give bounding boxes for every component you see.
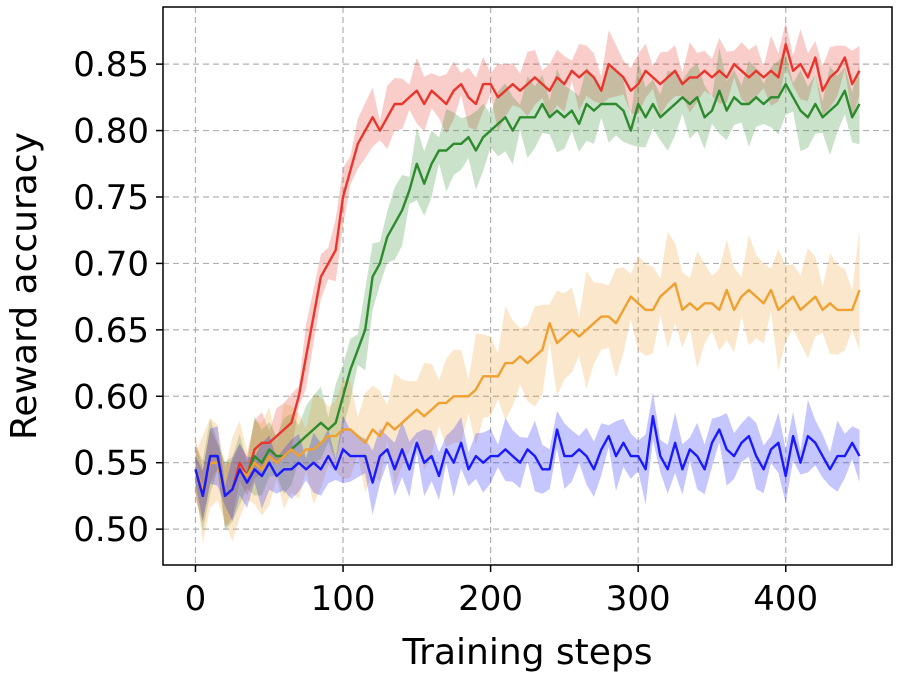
series-band: [195, 229, 860, 543]
series-band: [195, 21, 860, 528]
x-axis-label: Training steps: [401, 632, 652, 673]
y-tick-label: 0.60: [73, 377, 149, 417]
plot-frame: [162, 6, 893, 566]
y-tick-label: 0.80: [73, 112, 149, 152]
x-tick-label: 100: [311, 579, 376, 619]
y-tick-label: 0.75: [73, 178, 149, 218]
y-axis-ticks: 0.50 0.55 0.60 0.65 0.70 0.75 0.80 0.85: [73, 45, 163, 550]
series-band: [195, 392, 860, 521]
y-tick-label: 0.70: [73, 244, 149, 284]
y-tick-label: 0.85: [73, 45, 149, 85]
series-line: [194, 282, 861, 498]
y-axis-label: Reward accuracy: [4, 132, 45, 440]
x-tick-label: 0: [185, 579, 207, 619]
x-tick-label: 400: [753, 579, 818, 619]
series-line: [194, 82, 861, 498]
y-tick-label: 0.50: [73, 510, 149, 550]
x-axis-ticks: 0 100 200 300 400: [185, 565, 818, 619]
series-line: [194, 43, 861, 498]
series-lines: [194, 43, 861, 498]
y-tick-label: 0.65: [73, 311, 149, 351]
series-line: [194, 415, 861, 498]
x-tick-label: 200: [458, 579, 523, 619]
x-tick-label: 300: [606, 579, 671, 619]
y-tick-label: 0.55: [73, 444, 149, 484]
